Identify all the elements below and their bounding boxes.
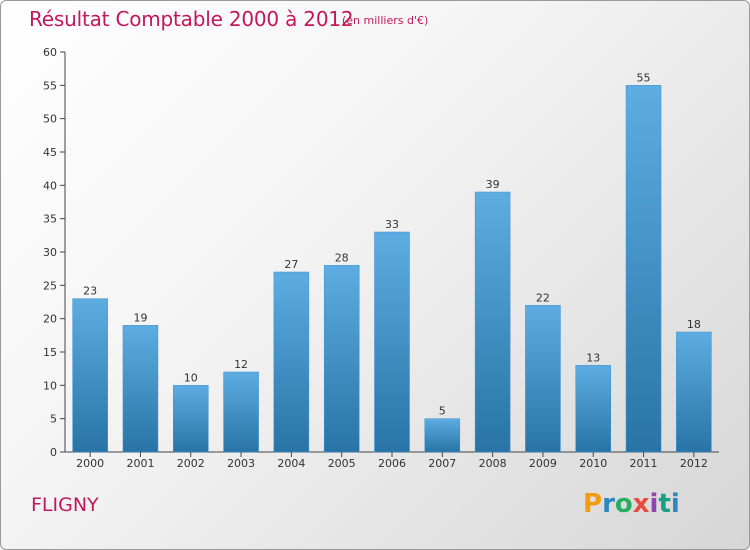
y-tick-label: 10 — [43, 379, 57, 392]
chart-title: Résultat Comptable 2000 à 2012 — [29, 7, 354, 31]
data-label-2004: 27 — [284, 258, 298, 271]
data-label-2003: 12 — [234, 358, 248, 371]
bar-2009 — [525, 305, 561, 453]
y-tick-label: 35 — [43, 213, 57, 226]
axes: 0 5 10 15 20 25 30 35 40 45 50 55 60 2000 2001 2002 2003… — [43, 46, 719, 470]
logo-letter: x — [632, 489, 650, 519]
y-tick-label: 0 — [50, 446, 57, 459]
bar-2003 — [223, 371, 259, 453]
y-tick-label: 5 — [50, 413, 57, 426]
logo-letter: i — [649, 489, 659, 519]
bar-2011 — [625, 85, 662, 453]
bar-2005 — [323, 265, 360, 453]
bar-2010 — [575, 365, 611, 453]
y-tick-label: 20 — [43, 313, 57, 326]
data-label-2000: 23 — [83, 285, 97, 298]
data-label-2005: 28 — [335, 251, 349, 264]
x-tick-label: 2001 — [126, 457, 154, 470]
x-tick-label: 2009 — [529, 457, 557, 470]
data-label-2010: 13 — [586, 351, 600, 364]
y-tick-label: 55 — [43, 79, 57, 92]
y-tick-label: 60 — [43, 46, 57, 59]
y-tick-label: 45 — [43, 146, 57, 159]
y-tick-label: 40 — [43, 179, 57, 192]
data-label-2012: 18 — [687, 318, 701, 331]
data-label-2008: 39 — [486, 178, 500, 191]
y-tick-label: 15 — [43, 346, 57, 359]
chart-subtitle: (en milliers d'€) — [342, 14, 429, 27]
x-tick-label: 2005 — [328, 457, 356, 470]
logo-letter: t — [658, 489, 671, 519]
data-label-2002: 10 — [184, 371, 198, 384]
x-tick-label: 2008 — [479, 457, 507, 470]
y-tick-label: 25 — [43, 279, 57, 292]
logo-letter: i — [670, 489, 680, 519]
bar-2007 — [424, 418, 461, 453]
x-tick-label: 2010 — [579, 457, 607, 470]
logo-letter: o — [614, 489, 633, 519]
x-tick-label: 2011 — [630, 457, 658, 470]
x-tick-label: 2000 — [76, 457, 104, 470]
x-tick-label: 2007 — [428, 457, 456, 470]
x-tick-label: 2004 — [277, 457, 305, 470]
y-tick-label: 30 — [43, 246, 57, 259]
bar-2012 — [676, 331, 712, 453]
bar-2001 — [122, 325, 159, 453]
data-label-2011: 55 — [637, 71, 651, 84]
bar-2000 — [72, 298, 108, 453]
data-label-2001: 19 — [133, 311, 147, 324]
y-tick-label: 50 — [43, 113, 57, 126]
bars — [72, 85, 712, 453]
data-label-2009: 22 — [536, 291, 550, 304]
bar-2006 — [374, 231, 410, 453]
data-label-2007: 5 — [439, 405, 446, 418]
proxiti-logo: Proxiti — [583, 489, 680, 519]
commune-name: FLIGNY — [31, 494, 99, 516]
bar-2004 — [273, 271, 310, 453]
x-tick-label: 2003 — [227, 457, 255, 470]
x-tick-label: 2002 — [177, 457, 205, 470]
x-tick-label: 2006 — [378, 457, 406, 470]
data-labels: 23 19 10 12 27 28 33 5 39 22 13 55 18 — [83, 71, 701, 417]
bar-2008 — [474, 191, 511, 453]
x-tick-label: 2012 — [680, 457, 708, 470]
data-label-2006: 33 — [385, 218, 399, 231]
bar-2002 — [173, 385, 209, 453]
logo-letter: r — [602, 489, 615, 519]
logo-letter: P — [583, 489, 603, 519]
